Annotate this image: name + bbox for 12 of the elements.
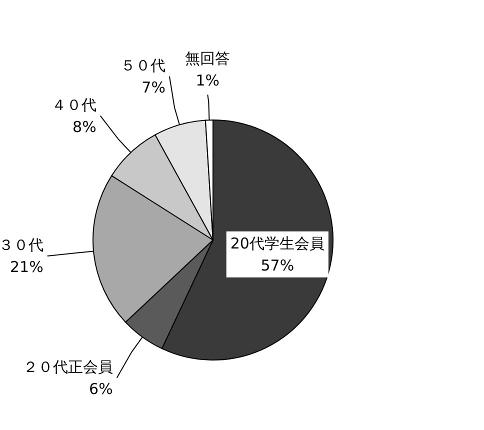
- data-label: 1%: [196, 72, 220, 90]
- data-label: 21%: [10, 258, 44, 276]
- data-label: 7%: [142, 78, 166, 96]
- data-label: 57%: [260, 256, 294, 274]
- data-label: 8%: [72, 118, 96, 136]
- data-label: 6%: [89, 380, 113, 398]
- slice-label: ５０代: [120, 56, 166, 74]
- slice-label: ４０代: [51, 96, 96, 114]
- slice-label: 20代学生会員: [230, 234, 324, 252]
- slice-label: ２０代正会員: [22, 358, 113, 376]
- slice-label: 無回答: [185, 50, 230, 68]
- slice-label: ３０代: [0, 236, 44, 254]
